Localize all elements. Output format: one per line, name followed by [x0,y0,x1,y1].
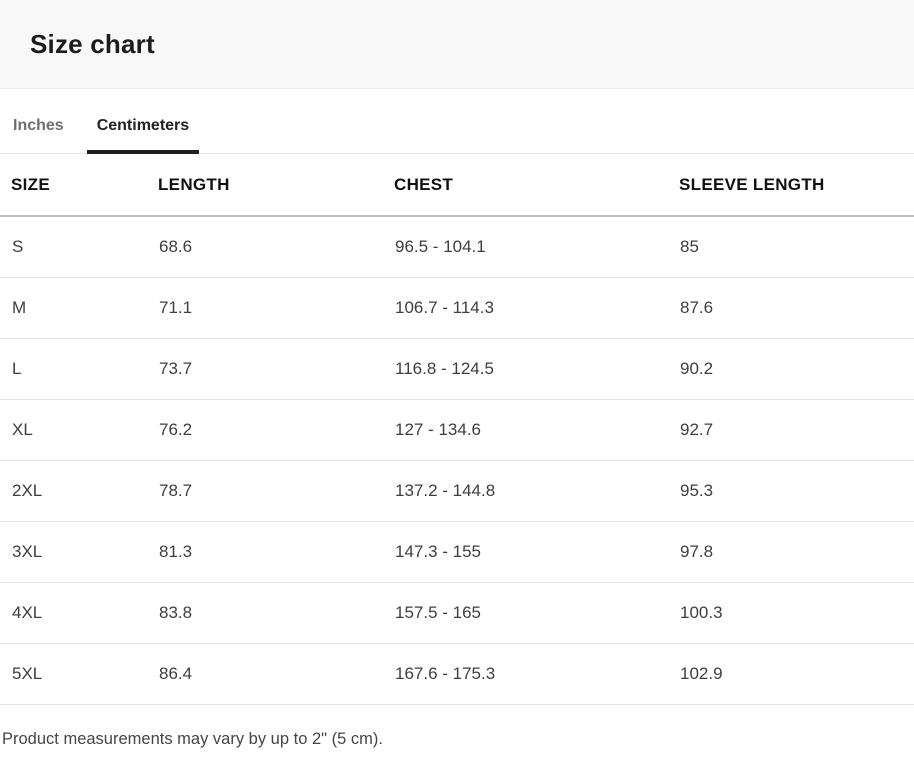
cell-sleeve-length: 90.2 [668,338,914,400]
table-row: 5XL 86.4 167.6 - 175.3 102.9 [0,643,914,705]
page-title: Size chart [30,28,155,59]
cell-length: 68.6 [147,216,383,278]
cell-size: 4XL [0,582,147,644]
table-row: 2XL 78.7 137.2 - 144.8 95.3 [0,460,914,522]
cell-size: M [0,277,147,339]
cell-size: S [0,216,147,278]
cell-sleeve-length: 102.9 [668,643,914,705]
cell-sleeve-length: 87.6 [668,277,914,339]
cell-length: 81.3 [147,521,383,583]
column-header-chest: CHEST [383,154,668,217]
size-chart-table: SIZE LENGTH CHEST SLEEVE LENGTH S 68.6 9… [0,154,914,705]
table-row: XL 76.2 127 - 134.6 92.7 [0,399,914,461]
cell-size: 5XL [0,643,147,705]
cell-size: 2XL [0,460,147,522]
cell-chest: 96.5 - 104.1 [383,216,668,278]
cell-sleeve-length: 100.3 [668,582,914,644]
cell-sleeve-length: 95.3 [668,460,914,522]
column-header-length: LENGTH [147,154,383,217]
cell-length: 86.4 [147,643,383,705]
size-chart-header: Size chart [0,0,914,89]
unit-tabs: Inches Centimeters [0,89,914,154]
table-row: 3XL 81.3 147.3 - 155 97.8 [0,521,914,583]
cell-chest: 106.7 - 114.3 [383,277,668,339]
table-header-row: SIZE LENGTH CHEST SLEEVE LENGTH [0,154,914,217]
table-row: 4XL 83.8 157.5 - 165 100.3 [0,582,914,644]
table-row: M 71.1 106.7 - 114.3 87.6 [0,277,914,339]
column-header-sleeve-length: SLEEVE LENGTH [668,154,914,217]
cell-length: 71.1 [147,277,383,339]
cell-sleeve-length: 85 [668,216,914,278]
cell-size: L [0,338,147,400]
cell-chest: 147.3 - 155 [383,521,668,583]
cell-size: 3XL [0,521,147,583]
cell-sleeve-length: 97.8 [668,521,914,583]
cell-chest: 127 - 134.6 [383,399,668,461]
column-header-size: SIZE [0,154,147,217]
cell-length: 78.7 [147,460,383,522]
cell-length: 83.8 [147,582,383,644]
cell-size: XL [0,399,147,461]
cell-chest: 137.2 - 144.8 [383,460,668,522]
cell-chest: 116.8 - 124.5 [383,338,668,400]
cell-sleeve-length: 92.7 [668,399,914,461]
cell-length: 73.7 [147,338,383,400]
table-row: L 73.7 116.8 - 124.5 90.2 [0,338,914,400]
tab-inches[interactable]: Inches [13,117,64,134]
tab-centimeters[interactable]: Centimeters [86,111,200,154]
cell-length: 76.2 [147,399,383,461]
cell-chest: 157.5 - 165 [383,582,668,644]
table-row: S 68.6 96.5 - 104.1 85 [0,216,914,278]
cell-chest: 167.6 - 175.3 [383,643,668,705]
measurement-disclaimer: Product measurements may vary by up to 2… [2,729,383,748]
